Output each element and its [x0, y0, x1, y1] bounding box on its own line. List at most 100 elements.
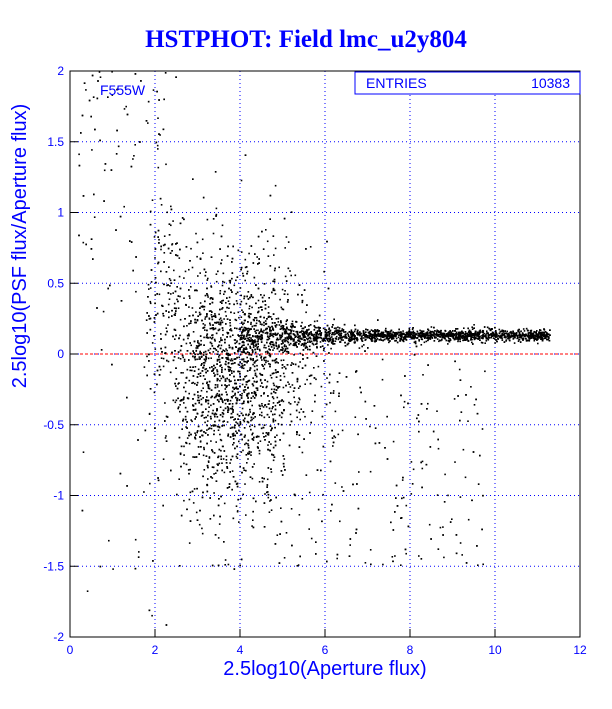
data-point — [343, 331, 345, 333]
data-point — [470, 337, 472, 339]
data-point — [274, 324, 277, 327]
data-point — [360, 332, 362, 335]
data-point — [444, 335, 447, 338]
data-point — [213, 473, 215, 475]
data-point — [205, 368, 208, 370]
data-point — [405, 339, 408, 341]
data-point — [215, 273, 218, 275]
data-point — [230, 416, 232, 419]
data-point — [226, 487, 229, 489]
data-point — [269, 218, 271, 220]
data-point — [240, 451, 243, 453]
data-point — [212, 298, 214, 300]
data-point — [451, 334, 453, 337]
data-point — [200, 398, 203, 401]
data-point — [273, 456, 276, 458]
data-point — [178, 275, 181, 278]
data-point — [192, 350, 194, 352]
data-point — [517, 340, 520, 342]
data-point — [249, 400, 252, 402]
data-point — [211, 301, 214, 304]
data-point — [204, 274, 207, 277]
data-point — [316, 330, 319, 332]
data-point — [186, 368, 189, 371]
data-point — [218, 400, 220, 403]
data-point — [143, 491, 145, 493]
data-point — [429, 338, 432, 340]
data-point — [473, 335, 476, 338]
data-point — [315, 331, 317, 334]
data-point — [243, 436, 246, 438]
data-point — [196, 487, 198, 490]
data-point — [242, 337, 245, 339]
data-point — [236, 453, 239, 455]
data-point — [241, 392, 243, 395]
data-point — [459, 542, 462, 544]
data-point — [277, 386, 279, 388]
data-point — [157, 261, 160, 264]
data-point — [253, 341, 255, 344]
data-point — [345, 333, 347, 336]
data-point — [296, 332, 299, 334]
data-point — [232, 443, 234, 446]
data-point — [238, 316, 240, 319]
data-point — [457, 336, 460, 339]
data-point — [266, 351, 269, 353]
data-point — [380, 339, 383, 341]
data-point — [160, 248, 162, 251]
data-point — [287, 381, 289, 383]
data-point — [195, 511, 198, 514]
data-point — [309, 341, 311, 343]
data-point — [217, 564, 220, 567]
data-point — [215, 395, 217, 398]
data-point — [170, 205, 172, 208]
data-point — [207, 277, 209, 280]
data-point — [199, 335, 202, 337]
data-point — [218, 419, 221, 422]
data-point — [507, 336, 510, 339]
data-point — [306, 346, 308, 349]
data-point — [162, 315, 165, 317]
data-point — [281, 346, 283, 349]
data-point — [437, 447, 440, 450]
data-point — [221, 445, 224, 448]
data-point — [221, 412, 224, 414]
data-point — [173, 302, 176, 305]
data-point — [414, 333, 416, 336]
data-point — [219, 248, 221, 250]
data-point — [485, 336, 487, 339]
data-point — [123, 108, 126, 110]
data-point — [434, 330, 436, 332]
data-point — [170, 469, 172, 472]
data-point — [207, 384, 209, 386]
data-point — [203, 364, 205, 367]
data-point — [252, 384, 255, 387]
data-point — [263, 416, 266, 419]
data-point — [258, 435, 260, 438]
data-point — [319, 330, 321, 332]
data-point — [477, 564, 479, 566]
data-point — [186, 334, 189, 337]
data-point — [261, 230, 263, 233]
data-point — [154, 302, 156, 305]
data-point — [272, 421, 275, 423]
data-point — [93, 216, 96, 218]
data-point — [267, 345, 270, 348]
data-point — [456, 337, 459, 340]
data-point — [369, 335, 372, 337]
data-point — [177, 307, 180, 309]
data-point — [232, 362, 234, 365]
data-point — [263, 502, 266, 504]
data-point — [289, 270, 291, 272]
data-point — [435, 333, 438, 335]
data-point — [191, 307, 194, 309]
data-point — [189, 297, 191, 299]
data-point — [248, 312, 250, 315]
data-point — [147, 122, 149, 124]
data-point — [290, 329, 293, 332]
data-point — [286, 337, 289, 339]
data-point — [526, 339, 528, 342]
data-point — [241, 367, 243, 369]
data-point — [197, 353, 199, 356]
data-point — [214, 347, 216, 350]
